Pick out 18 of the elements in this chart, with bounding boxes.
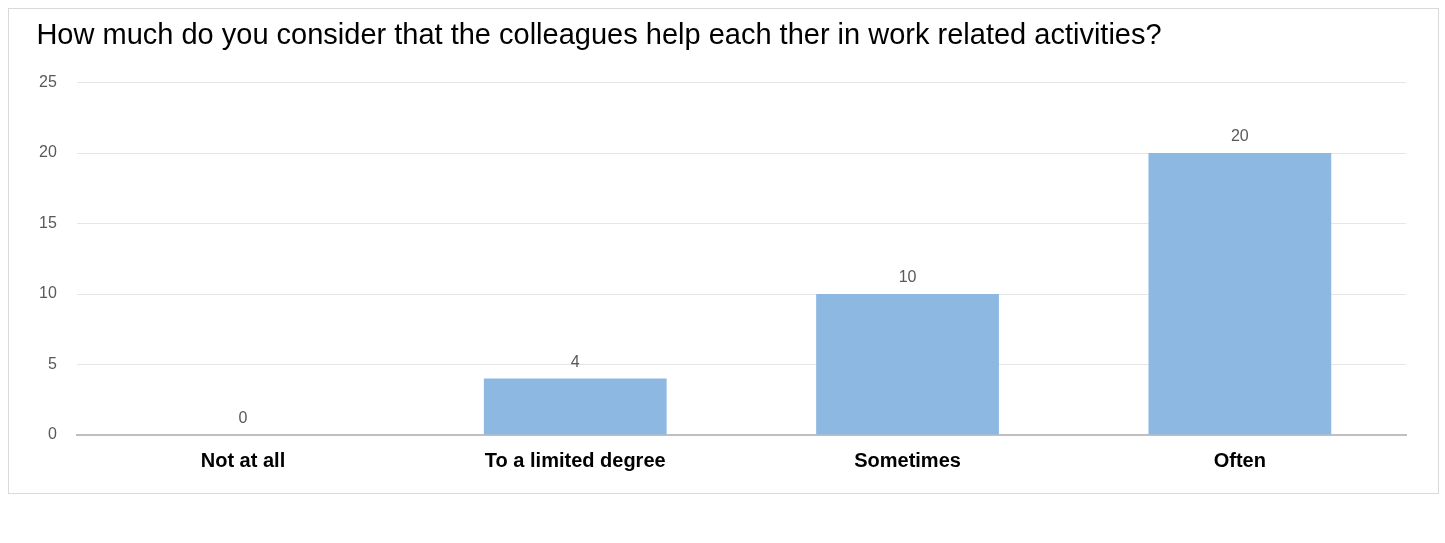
data-label: 4 — [570, 353, 580, 371]
y-tick-label: 15 — [39, 213, 57, 231]
y-tick-label: 10 — [39, 284, 57, 302]
chart-title: How much do you consider that the colleagues help each ther in work related activities? — [35, 17, 1163, 52]
data-label: 10 — [898, 268, 917, 286]
data-label: 0 — [238, 409, 248, 427]
x-tick-label: Sometimes — [854, 448, 961, 471]
y-tick-label: 25 — [39, 73, 57, 91]
data-label: 20 — [1230, 127, 1249, 145]
x-tick-label: Often — [1213, 448, 1266, 471]
bar — [816, 294, 999, 435]
x-tick-label: Not at all — [200, 448, 286, 471]
y-tick-label: 0 — [47, 425, 57, 443]
x-tick-label: To a limited degree — [484, 448, 666, 471]
bar — [483, 378, 667, 435]
y-tick-label: 5 — [47, 354, 57, 372]
y-tick-label: 20 — [39, 143, 57, 161]
bar — [1148, 153, 1332, 435]
